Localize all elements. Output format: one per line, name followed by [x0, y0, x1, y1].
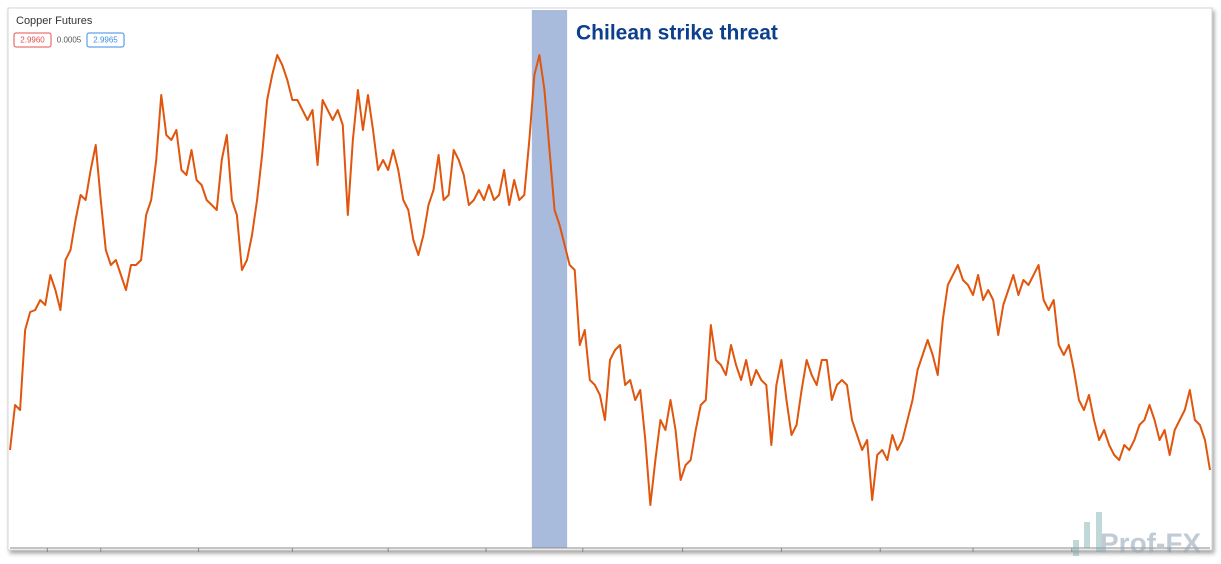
price-line — [9, 54, 1211, 506]
spread: 0.0005 — [57, 36, 82, 45]
chart-title: Copper Futures — [16, 15, 93, 27]
bid-box — [13, 32, 52, 48]
plot — [9, 10, 1211, 552]
shaded-range — [531, 10, 568, 548]
annotation: Chilean strike threat — [576, 22, 778, 45]
watermark-logo — [1073, 512, 1102, 556]
bid: 2.9960 — [20, 36, 45, 45]
ask-box — [86, 32, 125, 48]
watermark: Prof-FX — [1100, 527, 1201, 558]
ask: 2.9965 — [93, 36, 118, 45]
